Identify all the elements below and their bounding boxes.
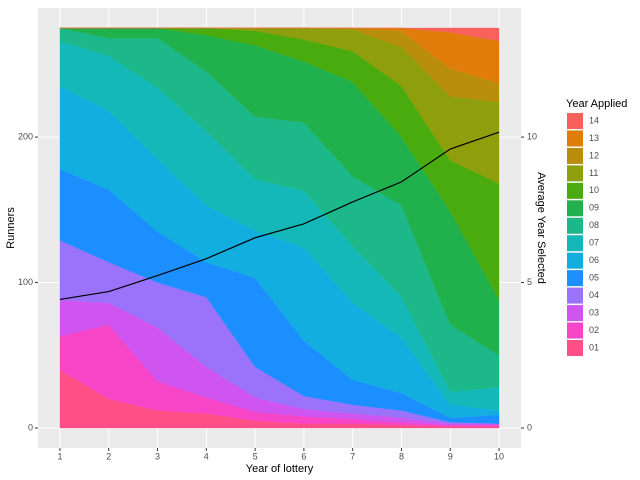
x-axis-label: Year of lottery: [246, 463, 314, 475]
legend-key: [567, 182, 583, 199]
y-tick-label: 200: [18, 131, 33, 141]
y2-tick-label: 5: [527, 277, 532, 287]
legend-key: [567, 147, 583, 164]
legend-label: 10: [589, 185, 599, 195]
legend-label: 02: [589, 325, 599, 335]
legend-label: 08: [589, 220, 599, 230]
legend-label: 07: [589, 238, 599, 248]
legend-key: [567, 339, 583, 356]
legend-label: 05: [589, 273, 599, 283]
x-tick-label: 6: [301, 451, 306, 461]
line: [59, 131, 500, 301]
legend-key: [567, 217, 583, 234]
legend-key: [567, 322, 583, 339]
legend-label: 13: [589, 133, 599, 143]
y-tick-label: 0: [28, 422, 33, 432]
x-tick-label: 10: [494, 451, 504, 461]
x-tick-label: 8: [399, 451, 404, 461]
x-tick-label: 7: [350, 451, 355, 461]
legend-key: [567, 130, 583, 147]
y2-axis-label: Average Year Selected: [535, 172, 547, 284]
legend-label: 14: [589, 115, 599, 125]
legend-title: Year Applied: [566, 98, 627, 110]
areas: [59, 27, 500, 429]
legend-label: 01: [589, 342, 599, 352]
legend-label: 03: [589, 307, 599, 317]
legend: 01 02 03 04 05 06 07 08 09 10 11 12 13 14: [567, 113, 599, 356]
x-tick-label: 4: [204, 451, 209, 461]
legend-key: [567, 305, 583, 322]
legend-key: [567, 252, 583, 269]
x-tick-label: 2: [106, 451, 111, 461]
legend-label: 04: [589, 290, 599, 300]
y2-tick-label: 0: [527, 422, 532, 432]
legend-key: [567, 200, 583, 217]
x-tick-label: 9: [448, 451, 453, 461]
y-tick-label: 100: [18, 277, 33, 287]
legend-key: [567, 165, 583, 182]
x-tick-label: 1: [57, 451, 62, 461]
x-tick-label: 5: [253, 451, 258, 461]
legend-label: 06: [589, 255, 599, 265]
legend-key: [567, 235, 583, 252]
legend-label: 09: [589, 203, 599, 213]
legend-label: 12: [589, 150, 599, 160]
x-tick-label: 3: [155, 451, 160, 461]
y-axis-label: Runners: [5, 207, 17, 249]
y2-tick-label: 10: [527, 131, 537, 141]
legend-key: [567, 270, 583, 287]
legend-key: [567, 113, 583, 129]
legend-label: 11: [589, 168, 598, 178]
legend-key: [567, 287, 583, 304]
area: [59, 27, 500, 42]
